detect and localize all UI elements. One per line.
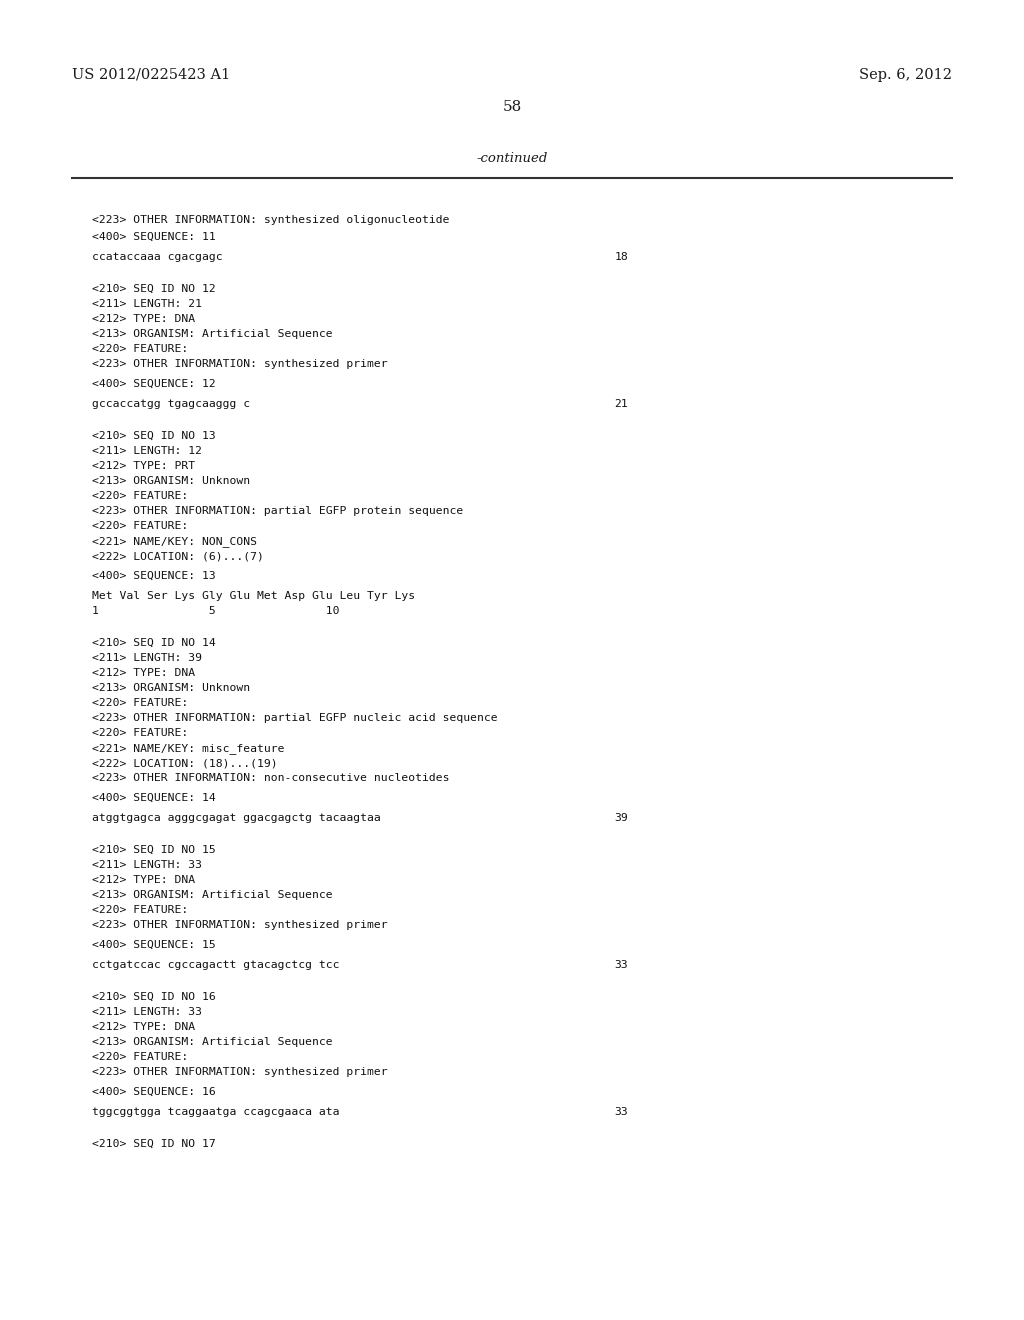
Text: <211> LENGTH: 33: <211> LENGTH: 33 [92,1007,202,1016]
Text: <220> FEATURE:: <220> FEATURE: [92,729,188,738]
Text: 21: 21 [614,399,628,409]
Text: <213> ORGANISM: Artificial Sequence: <213> ORGANISM: Artificial Sequence [92,890,333,900]
Text: <211> LENGTH: 21: <211> LENGTH: 21 [92,300,202,309]
Text: <220> FEATURE:: <220> FEATURE: [92,521,188,531]
Text: 18: 18 [614,252,628,261]
Text: <211> LENGTH: 39: <211> LENGTH: 39 [92,653,202,663]
Text: <400> SEQUENCE: 11: <400> SEQUENCE: 11 [92,232,216,242]
Text: <223> OTHER INFORMATION: partial EGFP protein sequence: <223> OTHER INFORMATION: partial EGFP pr… [92,506,464,516]
Text: <211> LENGTH: 33: <211> LENGTH: 33 [92,861,202,870]
Text: <223> OTHER INFORMATION: partial EGFP nucleic acid sequence: <223> OTHER INFORMATION: partial EGFP nu… [92,713,498,723]
Text: <212> TYPE: PRT: <212> TYPE: PRT [92,461,196,471]
Text: <210> SEQ ID NO 12: <210> SEQ ID NO 12 [92,284,216,294]
Text: tggcggtgga tcaggaatga ccagcgaaca ata: tggcggtgga tcaggaatga ccagcgaaca ata [92,1107,340,1117]
Text: <222> LOCATION: (6)...(7): <222> LOCATION: (6)...(7) [92,550,264,561]
Text: Met Val Ser Lys Gly Glu Met Asp Glu Leu Tyr Lys: Met Val Ser Lys Gly Glu Met Asp Glu Leu … [92,591,416,601]
Text: <212> TYPE: DNA: <212> TYPE: DNA [92,314,196,323]
Text: <400> SEQUENCE: 15: <400> SEQUENCE: 15 [92,940,216,950]
Text: <223> OTHER INFORMATION: non-consecutive nucleotides: <223> OTHER INFORMATION: non-consecutive… [92,774,450,783]
Text: <210> SEQ ID NO 13: <210> SEQ ID NO 13 [92,432,216,441]
Text: gccaccatgg tgagcaaggg c: gccaccatgg tgagcaaggg c [92,399,250,409]
Text: <212> TYPE: DNA: <212> TYPE: DNA [92,875,196,884]
Text: atggtgagca agggcgagat ggacgagctg tacaagtaa: atggtgagca agggcgagat ggacgagctg tacaagt… [92,813,381,822]
Text: Sep. 6, 2012: Sep. 6, 2012 [859,69,952,82]
Text: <223> OTHER INFORMATION: synthesized oligonucleotide: <223> OTHER INFORMATION: synthesized oli… [92,215,450,224]
Text: <213> ORGANISM: Artificial Sequence: <213> ORGANISM: Artificial Sequence [92,329,333,339]
Text: <210> SEQ ID NO 17: <210> SEQ ID NO 17 [92,1139,216,1148]
Text: <210> SEQ ID NO 15: <210> SEQ ID NO 15 [92,845,216,855]
Text: cctgatccac cgccagactt gtacagctcg tcc: cctgatccac cgccagactt gtacagctcg tcc [92,960,340,970]
Text: 39: 39 [614,813,628,822]
Text: <210> SEQ ID NO 16: <210> SEQ ID NO 16 [92,993,216,1002]
Text: <221> NAME/KEY: NON_CONS: <221> NAME/KEY: NON_CONS [92,536,257,546]
Text: <211> LENGTH: 12: <211> LENGTH: 12 [92,446,202,455]
Text: <220> FEATURE:: <220> FEATURE: [92,345,188,354]
Text: 33: 33 [614,960,628,970]
Text: <210> SEQ ID NO 14: <210> SEQ ID NO 14 [92,638,216,648]
Text: <400> SEQUENCE: 16: <400> SEQUENCE: 16 [92,1086,216,1097]
Text: ccataccaaa cgacgagc: ccataccaaa cgacgagc [92,252,223,261]
Text: <223> OTHER INFORMATION: synthesized primer: <223> OTHER INFORMATION: synthesized pri… [92,1067,388,1077]
Text: <221> NAME/KEY: misc_feature: <221> NAME/KEY: misc_feature [92,743,285,754]
Text: <220> FEATURE:: <220> FEATURE: [92,491,188,502]
Text: <222> LOCATION: (18)...(19): <222> LOCATION: (18)...(19) [92,758,278,768]
Text: 58: 58 [503,100,521,114]
Text: <220> FEATURE:: <220> FEATURE: [92,1052,188,1063]
Text: 33: 33 [614,1107,628,1117]
Text: <400> SEQUENCE: 13: <400> SEQUENCE: 13 [92,572,216,581]
Text: <213> ORGANISM: Unknown: <213> ORGANISM: Unknown [92,682,250,693]
Text: US 2012/0225423 A1: US 2012/0225423 A1 [72,69,230,82]
Text: <220> FEATURE:: <220> FEATURE: [92,906,188,915]
Text: <223> OTHER INFORMATION: synthesized primer: <223> OTHER INFORMATION: synthesized pri… [92,920,388,931]
Text: <400> SEQUENCE: 14: <400> SEQUENCE: 14 [92,793,216,803]
Text: <400> SEQUENCE: 12: <400> SEQUENCE: 12 [92,379,216,389]
Text: <212> TYPE: DNA: <212> TYPE: DNA [92,668,196,678]
Text: <213> ORGANISM: Unknown: <213> ORGANISM: Unknown [92,477,250,486]
Text: <212> TYPE: DNA: <212> TYPE: DNA [92,1022,196,1032]
Text: <223> OTHER INFORMATION: synthesized primer: <223> OTHER INFORMATION: synthesized pri… [92,359,388,370]
Text: <220> FEATURE:: <220> FEATURE: [92,698,188,708]
Text: <213> ORGANISM: Artificial Sequence: <213> ORGANISM: Artificial Sequence [92,1038,333,1047]
Text: -continued: -continued [476,152,548,165]
Text: 1                5                10: 1 5 10 [92,606,340,616]
